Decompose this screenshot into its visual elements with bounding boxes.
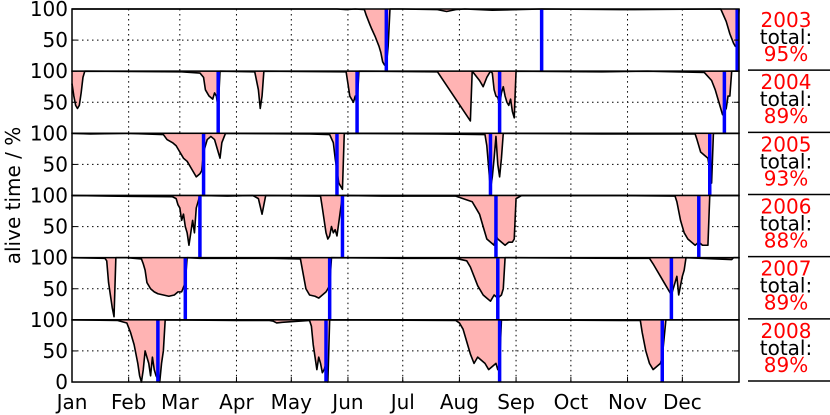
- ytick-label: 50: [43, 277, 68, 301]
- xtick-label: Jan: [55, 390, 88, 414]
- total-label: total:: [760, 274, 812, 298]
- ytick-label: 50: [43, 215, 68, 239]
- ytick-label: 100: [30, 59, 68, 83]
- total-label: total:: [760, 149, 812, 173]
- total-value: 89%: [764, 353, 808, 377]
- xtick-label: Dec: [663, 390, 702, 414]
- total-value: 89%: [764, 104, 808, 128]
- xtick-label: Aug: [440, 390, 479, 414]
- year-label: 2003: [761, 8, 812, 32]
- year-label: 2007: [761, 257, 812, 281]
- total-label: total:: [760, 212, 812, 236]
- total-value: 93%: [764, 166, 808, 190]
- series-fill: [72, 319, 739, 383]
- ytick-label: 100: [30, 184, 68, 208]
- xtick-label: Mar: [161, 390, 200, 414]
- xtick-label: May: [271, 390, 313, 414]
- ytick-label: 0: [55, 370, 68, 394]
- year-label: 2006: [761, 195, 812, 219]
- series-fill: [72, 9, 739, 67]
- year-label: 2004: [761, 70, 812, 94]
- ytick-label: 50: [43, 90, 68, 114]
- series-line: [71, 132, 739, 191]
- total-value: 88%: [764, 229, 808, 253]
- xtick-label: Nov: [608, 390, 647, 414]
- total-value: 89%: [764, 291, 808, 315]
- y-axis-label: alive time / %: [1, 127, 25, 265]
- ytick-label: 100: [30, 246, 68, 270]
- xtick-label: Oct: [554, 390, 589, 414]
- series-line: [71, 70, 739, 122]
- ytick-label: 100: [30, 121, 68, 145]
- series-line: [71, 194, 739, 247]
- xtick-label: Apr: [219, 390, 254, 414]
- series-fill: [72, 195, 739, 246]
- xtick-label: Jul: [389, 390, 415, 414]
- ytick-label: 100: [30, 0, 68, 21]
- series-line: [72, 8, 740, 67]
- year-label: 2005: [761, 132, 812, 156]
- ytick-label: 100: [30, 308, 68, 332]
- xtick-label: Jun: [330, 390, 363, 414]
- series-fill: [72, 71, 739, 121]
- total-label: total:: [760, 87, 812, 111]
- xtick-label: Feb: [111, 390, 146, 414]
- xtick-label: Sep: [497, 390, 535, 414]
- ytick-label: 50: [43, 152, 68, 176]
- total-label: total:: [760, 336, 812, 360]
- total-label: total:: [760, 25, 812, 49]
- total-value: 95%: [764, 42, 808, 66]
- series-fill: [72, 257, 739, 317]
- year-label: 2008: [761, 319, 812, 343]
- ytick-label: 50: [43, 339, 68, 363]
- ytick-label: 50: [43, 28, 68, 52]
